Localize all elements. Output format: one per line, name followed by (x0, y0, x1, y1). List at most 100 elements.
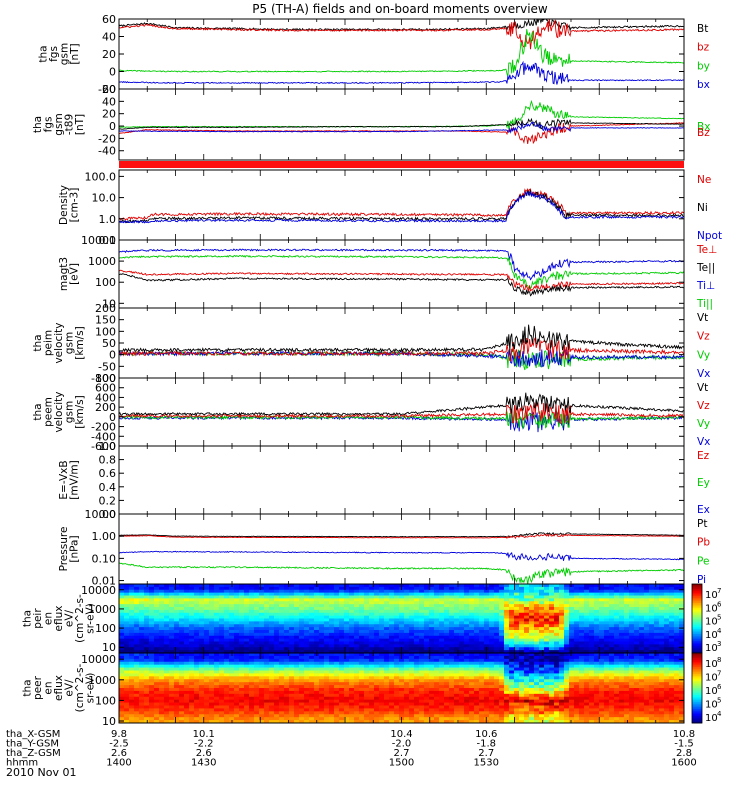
spectrogram-cell (239, 633, 244, 636)
spectrogram-cell (369, 676, 374, 679)
spectrogram-cell (264, 630, 269, 633)
spectrogram-cell (219, 610, 224, 613)
spectrogram-cell (404, 607, 409, 610)
spectrogram-cell (134, 671, 139, 674)
spectrogram-cell (239, 642, 244, 645)
spectrogram-cell (294, 610, 299, 613)
spectrogram-cell (249, 688, 254, 691)
spectrogram-cell (169, 694, 174, 697)
spectrogram-cell (399, 697, 404, 700)
spectrogram-cell (634, 639, 639, 642)
spectrogram-cell (244, 636, 249, 639)
y-axis-label-line: [nT] (74, 114, 86, 135)
spectrogram-cell (409, 590, 414, 593)
spectrogram-cell (254, 613, 259, 616)
spectrogram-cell (129, 633, 134, 636)
spectrogram-cell (444, 688, 449, 691)
colorbar-exponent: 6 (717, 600, 722, 608)
spectrogram-cell (384, 714, 389, 717)
spectrogram-cell (504, 610, 509, 613)
spectrogram-cell (559, 619, 564, 622)
spectrogram-cell (654, 601, 659, 604)
spectrogram-cell (194, 668, 199, 671)
spectrogram-cell (654, 607, 659, 610)
spectrogram-cell (279, 636, 284, 639)
spectrogram-cell (489, 636, 494, 639)
spectrogram-cell (659, 639, 664, 642)
spectrogram-cell (189, 587, 194, 590)
spectrogram-cell (484, 621, 489, 624)
spectrogram-cell (159, 619, 164, 622)
spectrogram-cell (554, 624, 559, 627)
spectrogram-cell (669, 621, 674, 624)
spectrogram-cell (294, 662, 299, 665)
spectrogram-cell (509, 607, 514, 610)
spectrogram-cell (144, 688, 149, 691)
spectrogram-cell (414, 621, 419, 624)
spectrogram-cell (509, 627, 514, 630)
spectrogram-cell (399, 662, 404, 665)
spectrogram-cell (224, 656, 229, 659)
spectrogram-cell (389, 590, 394, 593)
spectrogram-cell (144, 671, 149, 674)
spectrogram-cell (394, 604, 399, 607)
spectrogram-cell (254, 700, 259, 703)
spectrogram-cell (119, 717, 124, 720)
spectrogram-cell (439, 607, 444, 610)
spectrogram-cell (164, 706, 169, 709)
spectrogram-cell (434, 665, 439, 668)
spectrogram-cell (344, 673, 349, 676)
spectrogram-cell (264, 685, 269, 688)
spectrogram-cell (319, 711, 324, 714)
spectrogram-cell (399, 642, 404, 645)
spectrogram-cell (394, 644, 399, 647)
spectrogram-cell (674, 647, 679, 650)
spectrogram-cell (409, 610, 414, 613)
spectrogram-cell (294, 668, 299, 671)
spectrogram-cell (169, 633, 174, 636)
spectrogram-cell (234, 665, 239, 668)
spectrogram-cell (499, 621, 504, 624)
spectrogram-cell (674, 601, 679, 604)
spectrogram-cell (314, 601, 319, 604)
spectrogram-cell (379, 593, 384, 596)
spectrogram-cell (364, 665, 369, 668)
y-tick-label: 0.4 (99, 481, 117, 494)
spectrogram-cell (549, 596, 554, 599)
spectrogram-cell (459, 630, 464, 633)
spectrogram-cell (584, 596, 589, 599)
spectrogram-cell (474, 647, 479, 650)
spectrogram-cell (434, 703, 439, 706)
spectrogram-cell (559, 636, 564, 639)
spectrogram-cell (219, 662, 224, 665)
spectrogram-cell (424, 587, 429, 590)
spectrogram-cell (394, 647, 399, 650)
spectrogram-cell (194, 700, 199, 703)
spectrogram-cell (624, 610, 629, 613)
spectrogram-cell (179, 682, 184, 685)
spectrogram-cell (404, 703, 409, 706)
spectrogram-cell (419, 691, 424, 694)
spectrogram-cell (599, 593, 604, 596)
spectrogram-cell (119, 616, 124, 619)
spectrogram-cell (129, 673, 134, 676)
spectrogram-cell (249, 671, 254, 674)
spectrogram-cell (244, 706, 249, 709)
spectrogram-cell (274, 621, 279, 624)
spectrogram-cell (624, 601, 629, 604)
spectrogram-cell (419, 587, 424, 590)
spectrogram-cell (469, 630, 474, 633)
spectrogram-cell (609, 587, 614, 590)
spectrogram-cell (644, 596, 649, 599)
spectrogram-cell (634, 616, 639, 619)
spectrogram-cell (279, 717, 284, 720)
spectrogram-cell (249, 639, 254, 642)
spectrogram-cell (409, 616, 414, 619)
spectrogram-cell (324, 604, 329, 607)
spectrogram-cell (229, 714, 234, 717)
spectrogram-cell (304, 679, 309, 682)
spectrogram-cell (384, 601, 389, 604)
spectrogram-cell (604, 601, 609, 604)
spectrogram-cell (209, 682, 214, 685)
spectrogram-cell (554, 619, 559, 622)
